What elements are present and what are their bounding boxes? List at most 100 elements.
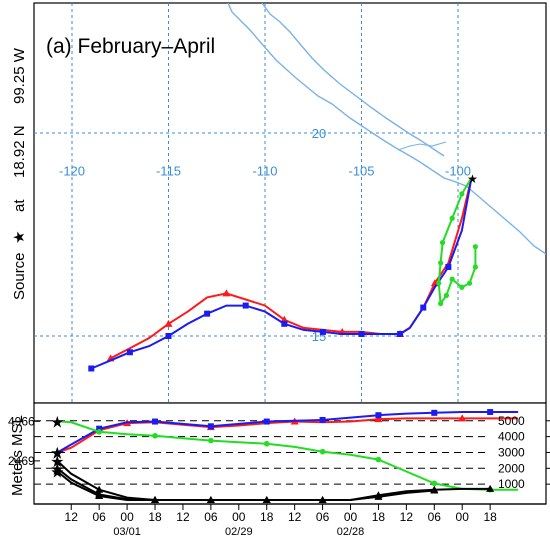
time-tick-label: 06 bbox=[428, 510, 442, 524]
map-marker-green bbox=[436, 280, 442, 286]
map-trajectory-blue bbox=[90, 177, 473, 370]
trajectory-lines bbox=[88, 177, 478, 372]
profile-line-black bbox=[56, 467, 435, 501]
panel-label: (a) February–April bbox=[46, 35, 215, 58]
map-marker-green bbox=[472, 264, 478, 270]
time-tick-label: 12 bbox=[288, 510, 302, 524]
profile-marker-blue bbox=[263, 418, 270, 425]
lat-tick-label: 10 bbox=[312, 532, 326, 541]
profile-marker-green bbox=[319, 448, 326, 455]
time-tick-label: 18 bbox=[372, 510, 386, 524]
time-tick-label: 00 bbox=[456, 510, 470, 524]
time-tick-label: 12 bbox=[400, 510, 414, 524]
time-tick-label: 00 bbox=[120, 510, 134, 524]
map-marker-blue bbox=[281, 320, 288, 327]
date-label: 02/29 bbox=[225, 526, 253, 538]
lon-tick-label: -120 bbox=[59, 164, 85, 179]
lon-tick-label: -115 bbox=[156, 164, 181, 179]
profile-marker-black bbox=[95, 492, 104, 500]
profile-marker-blue bbox=[375, 412, 382, 419]
source-lon: 99.25 W bbox=[11, 47, 28, 104]
map-marker-blue bbox=[126, 349, 133, 356]
profile-source-star: ★ bbox=[50, 464, 64, 481]
source-height-label: 4966 bbox=[8, 414, 35, 428]
profile-marker-black bbox=[151, 496, 160, 503]
time-tick-label: 18 bbox=[148, 510, 162, 524]
source-prefix: Source bbox=[11, 252, 28, 300]
map-marker-green bbox=[472, 244, 478, 250]
date-label: 02/28 bbox=[337, 526, 365, 538]
profile-gridlines bbox=[34, 420, 490, 485]
time-tick-label: 06 bbox=[204, 510, 218, 524]
map-frame bbox=[33, 2, 547, 404]
time-tick-label: 00 bbox=[232, 510, 246, 524]
time-tick-label: 06 bbox=[316, 510, 330, 524]
profile-marker-blue bbox=[487, 409, 494, 416]
coastline bbox=[227, 3, 546, 255]
height-tick-label: 2000 bbox=[498, 461, 525, 475]
profile-marker-green bbox=[431, 480, 438, 487]
map-marker-green bbox=[443, 292, 450, 298]
source-star-marker: ★ bbox=[467, 172, 478, 186]
time-axis: 12 06 00 18 12 06 00 18 12 06 00 18 12 06 00 18 03/01 02… bbox=[34, 503, 546, 538]
map-marker-red bbox=[222, 289, 231, 297]
map-marker-blue bbox=[445, 263, 452, 270]
map-marker-blue bbox=[397, 330, 404, 337]
time-tick-label: 06 bbox=[92, 510, 106, 524]
map-marker-green bbox=[466, 280, 473, 286]
profile-marker-blue bbox=[431, 409, 438, 416]
profile-marker-black bbox=[318, 496, 327, 503]
map-marker-green bbox=[449, 276, 455, 282]
map-marker-blue bbox=[358, 330, 365, 337]
date-labels: 03/01 02/29 02/28 bbox=[113, 526, 364, 538]
profile-marker-green bbox=[96, 429, 102, 435]
profile-ylabel: Meters MSL bbox=[9, 415, 26, 496]
map-marker-green bbox=[438, 300, 444, 307]
profile-marker-black bbox=[486, 484, 495, 492]
source-star-glyph: ★ bbox=[11, 231, 28, 244]
height-tick-label: 3000 bbox=[498, 445, 525, 459]
profile-source-star: ★ bbox=[50, 445, 64, 462]
profile-line-green bbox=[57, 420, 519, 491]
map-marker-blue bbox=[242, 302, 249, 309]
map-marker-red bbox=[164, 319, 173, 327]
lon-tick-label: -105 bbox=[348, 164, 374, 179]
source-at: at bbox=[11, 199, 28, 212]
profile-marker-blue bbox=[96, 425, 103, 432]
map-marker-blue bbox=[319, 328, 326, 335]
profile-marker-blue bbox=[152, 418, 159, 425]
lon-tick-label: -110 bbox=[252, 164, 277, 179]
profile-marker-green bbox=[263, 440, 270, 447]
profile-marker-green bbox=[208, 437, 214, 444]
profile-lines: ★★★★★★ bbox=[50, 409, 519, 503]
map-trajectory-red bbox=[110, 177, 473, 360]
profile-marker-green bbox=[375, 456, 382, 463]
profile-marker-black bbox=[206, 496, 215, 503]
time-tick-labels: 12 06 00 18 12 06 00 18 12 06 00 18 12 06 00 18 bbox=[65, 504, 497, 524]
map-marker-blue bbox=[420, 304, 427, 311]
source-height-label: 2469 bbox=[8, 454, 35, 468]
source-location-text: Source ★ at 18.92 N 99.25 W bbox=[11, 47, 28, 300]
map-marker-blue bbox=[204, 310, 211, 317]
map-marker-blue bbox=[88, 365, 95, 372]
map-marker-blue bbox=[165, 333, 172, 339]
map-marker-green bbox=[459, 284, 465, 290]
time-tick-label: 00 bbox=[344, 510, 358, 524]
date-label: 03/01 bbox=[113, 526, 141, 538]
map-marker-green bbox=[459, 191, 465, 197]
profile-marker-black bbox=[95, 485, 104, 493]
lon-tick-label: -100 bbox=[445, 164, 471, 179]
map-marker-green bbox=[449, 215, 455, 221]
height-tick-label: 4000 bbox=[498, 430, 525, 444]
profile-source-star: ★ bbox=[50, 454, 64, 471]
profile-line-black bbox=[56, 470, 183, 501]
profile-marker-green bbox=[152, 433, 158, 439]
profile-source-star: ★ bbox=[50, 414, 64, 431]
height-tick-label: 1000 bbox=[498, 477, 525, 491]
source-lat: 18.92 N bbox=[11, 125, 28, 178]
map-grid: -120-115-110-105-10025201510 bbox=[34, 3, 546, 541]
profile-marker-red bbox=[374, 415, 383, 423]
